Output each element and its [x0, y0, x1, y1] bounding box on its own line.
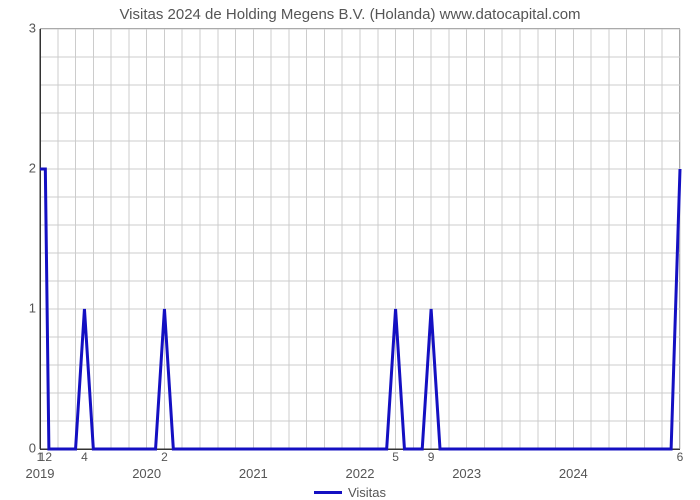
y-tick-label: 0 — [6, 441, 36, 456]
chart-svg — [40, 29, 679, 448]
x-point-label: 9 — [428, 450, 435, 464]
x-year-tick-label: 2019 — [26, 466, 55, 481]
x-year-tick-label: 2024 — [559, 466, 588, 481]
x-year-tick-label: 2022 — [346, 466, 375, 481]
x-point-label: 4 — [81, 450, 88, 464]
x-point-label: 12 — [39, 450, 52, 464]
plot-area — [40, 28, 680, 448]
x-point-label: 5 — [392, 450, 399, 464]
x-point-label: 6 — [677, 450, 684, 464]
gridlines — [40, 29, 680, 449]
x-year-tick-label: 2020 — [132, 466, 161, 481]
y-tick-label: 1 — [6, 301, 36, 316]
y-tick-label: 2 — [6, 161, 36, 176]
legend-swatch — [314, 491, 342, 494]
chart-title: Visitas 2024 de Holding Megens B.V. (Hol… — [0, 6, 700, 23]
x-year-tick-label: 2021 — [239, 466, 268, 481]
y-tick-label: 3 — [6, 21, 36, 36]
legend: Visitas — [0, 484, 700, 500]
legend-label: Visitas — [348, 485, 386, 500]
x-year-tick-label: 2023 — [452, 466, 481, 481]
x-point-label: 2 — [161, 450, 168, 464]
